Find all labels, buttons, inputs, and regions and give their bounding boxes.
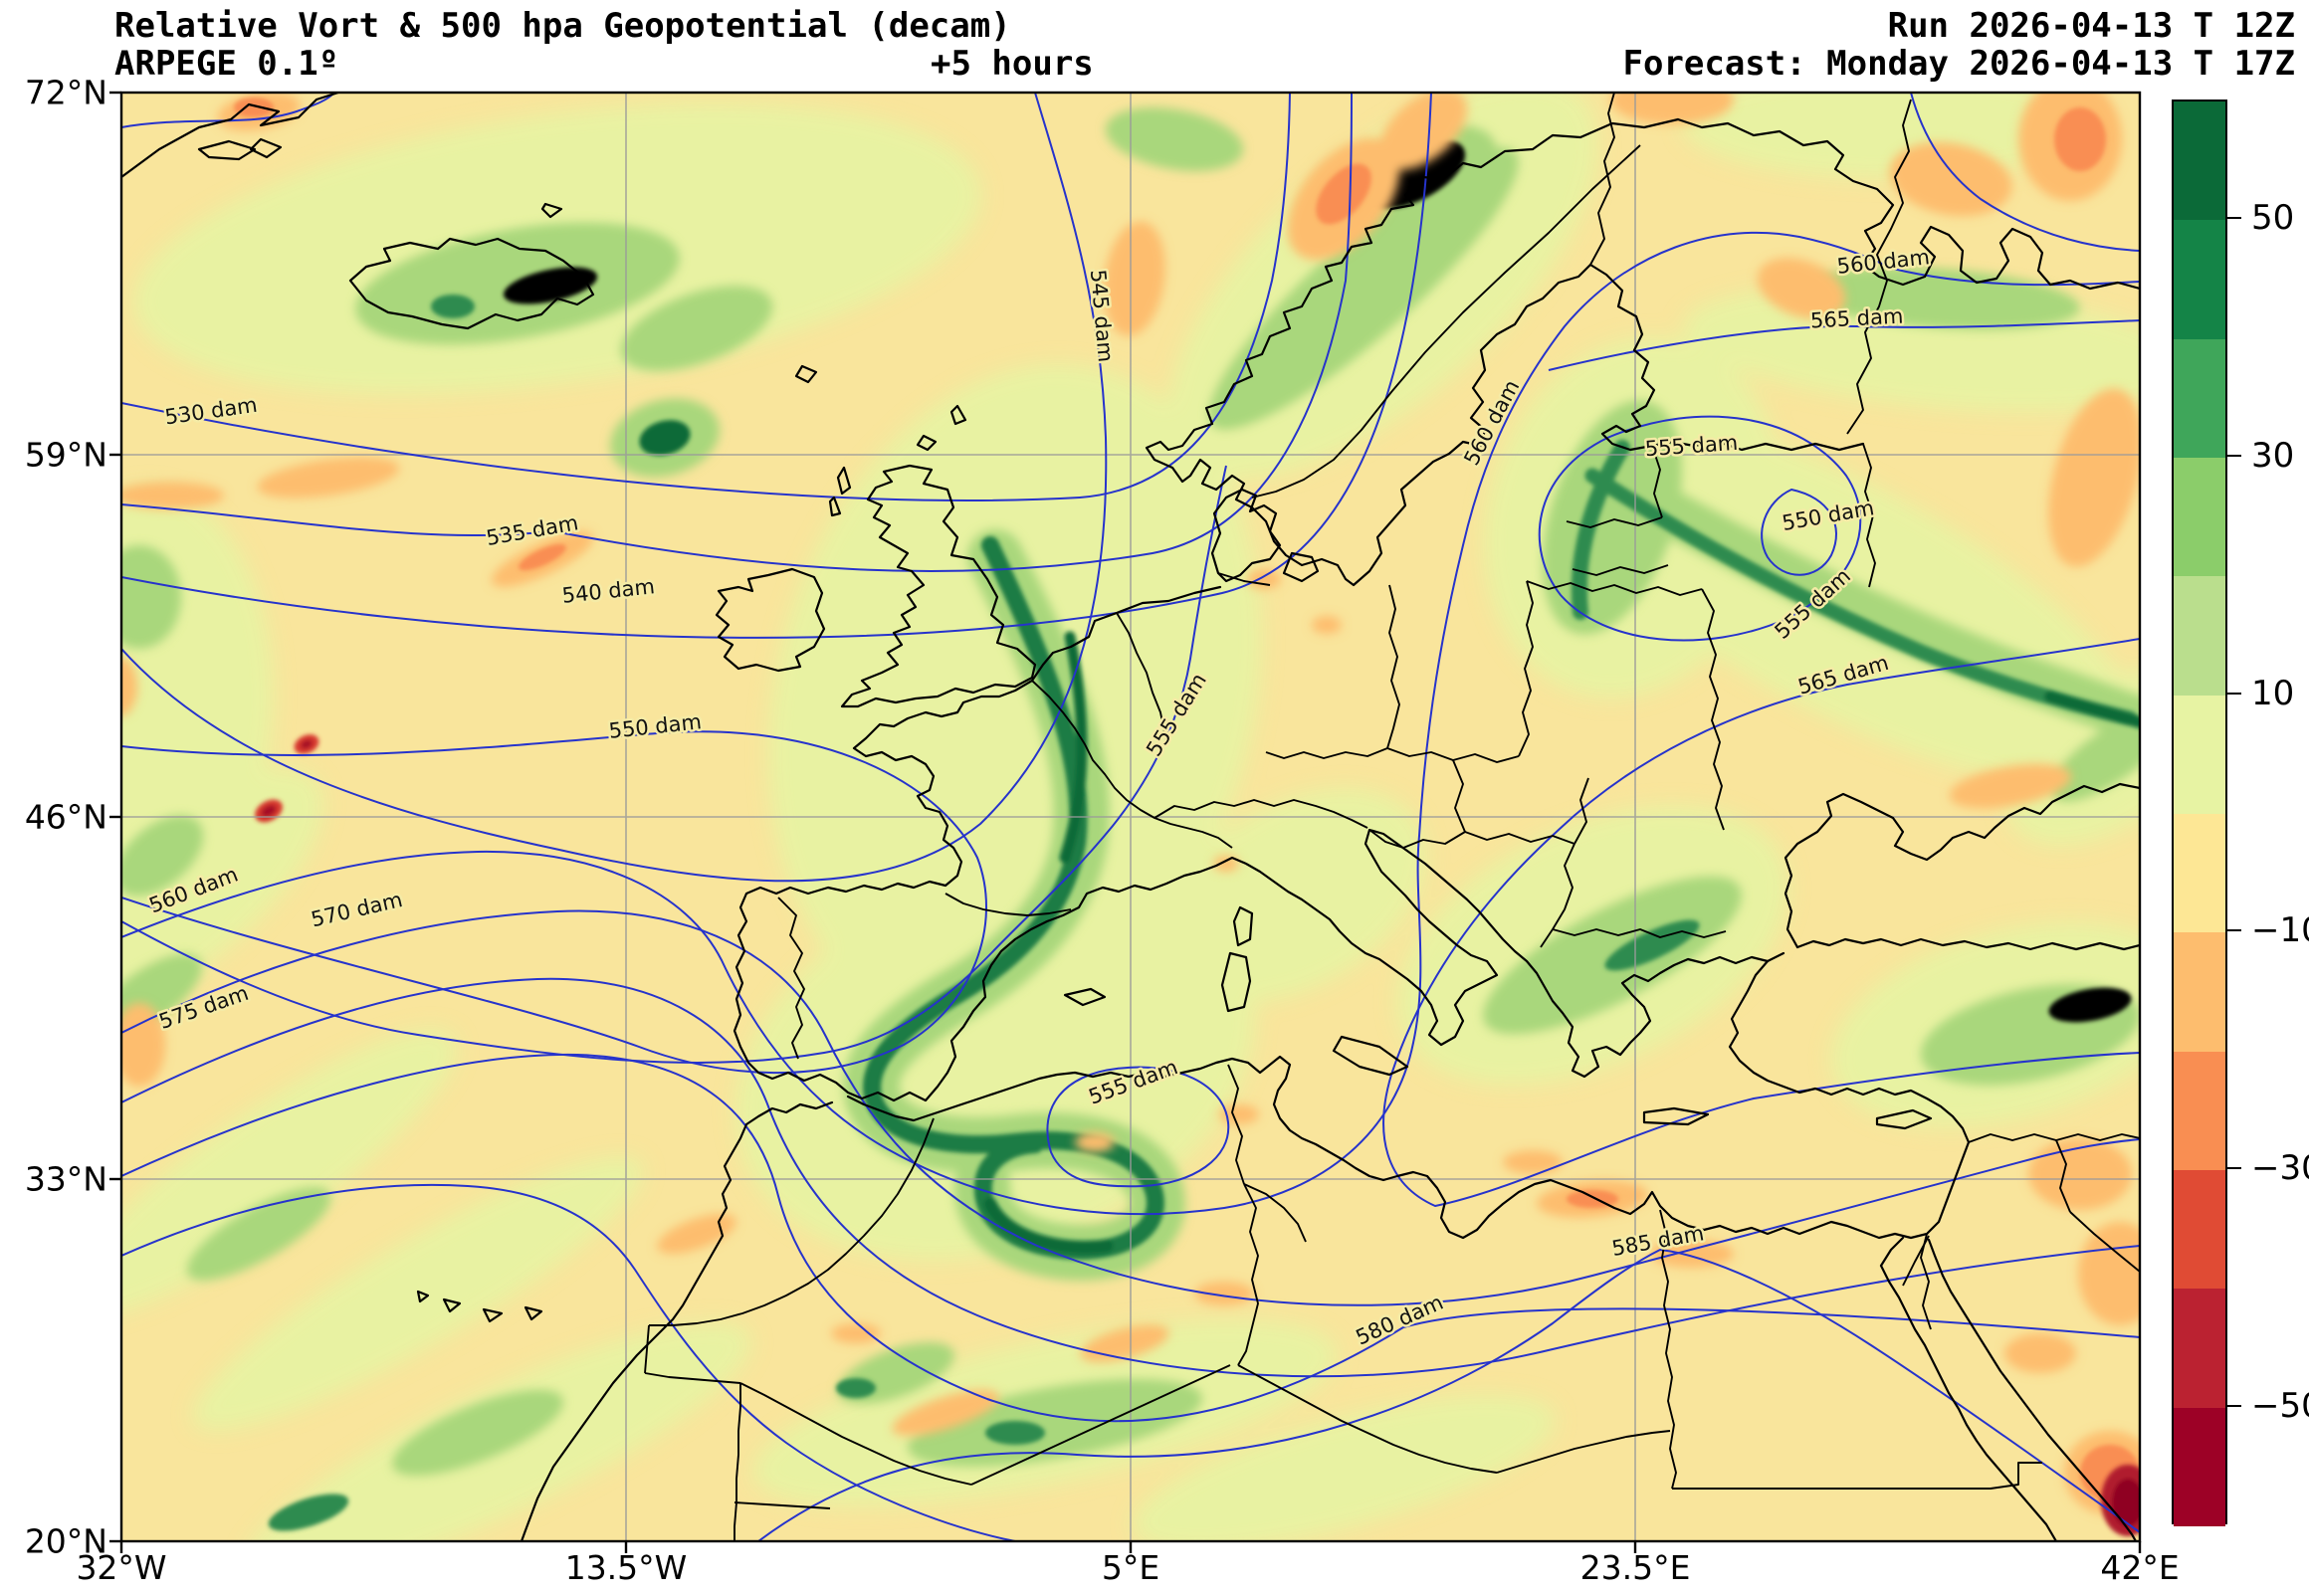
- colorbar-tick-label: −10: [2251, 910, 2309, 951]
- colorbar-segment: [2174, 813, 2225, 933]
- coastlines-layer: [121, 93, 2140, 1541]
- colorbar-segment: [2174, 1289, 2225, 1408]
- colorbar-tick: [2227, 692, 2241, 695]
- y-tick-label: 59°N: [24, 435, 107, 475]
- graticule-gridlines: [121, 93, 2140, 1541]
- geopotential-contours-layer: [121, 93, 2140, 1541]
- country-borders-layer: [644, 93, 2140, 1541]
- colorbar-tick-label: 10: [2251, 673, 2295, 713]
- colorbar-segment: [2174, 695, 2225, 814]
- x-tick-label: 23.5°E: [1579, 1548, 1691, 1587]
- colorbar-tick-label: 50: [2251, 198, 2295, 239]
- colorbar-tick: [2227, 929, 2241, 932]
- chart-title: Relative Vort & 500 hpa Geopotential (de…: [114, 6, 1011, 46]
- colorbar-segment: [2174, 338, 2225, 458]
- colorbar-segment: [2174, 457, 2225, 577]
- colorbar-tick: [2227, 217, 2241, 220]
- lead-time-label: +5 hours: [931, 44, 1094, 84]
- model-label: ARPEGE 0.1º: [114, 44, 339, 84]
- colorbar: [2172, 100, 2227, 1526]
- colorbar-segment: [2174, 576, 2225, 696]
- x-tick-label: 32°W: [76, 1548, 167, 1587]
- vorticity-shading-red-layer: [255, 734, 2140, 1536]
- y-tick-label: 33°N: [24, 1159, 107, 1199]
- colorbar-tick: [2227, 455, 2241, 457]
- colorbar-tick-label: 30: [2251, 436, 2295, 476]
- x-tick-label: 13.5°W: [564, 1548, 688, 1587]
- colorbar-tick-label: −30: [2251, 1148, 2309, 1188]
- axis-ticks: [109, 91, 2142, 1553]
- colorbar-segment: [2174, 1407, 2225, 1526]
- colorbar-segment: [2174, 1051, 2225, 1170]
- colorbar-segment: [2174, 932, 2225, 1052]
- y-tick-label: 46°N: [24, 797, 107, 837]
- y-tick-label: 20°N: [24, 1521, 107, 1561]
- x-tick-label: 5°E: [1101, 1548, 1160, 1587]
- geopotential-contour-label: 565 dam: [1809, 304, 1904, 333]
- colorbar-segment: [2174, 101, 2225, 221]
- vorticity-shading-dark-layer: [268, 139, 2140, 1531]
- colorbar-tick-label: −50: [2251, 1385, 2309, 1426]
- colorbar-tick: [2227, 1167, 2241, 1169]
- colorbar-segment: [2174, 1169, 2225, 1290]
- run-label: Run 2026-04-13 T 12Z: [1887, 6, 2295, 46]
- colorbar-tick: [2227, 1404, 2241, 1407]
- colorbar-segment: [2174, 220, 2225, 339]
- y-tick-label: 72°N: [24, 73, 107, 112]
- x-tick-label: 42°E: [2100, 1548, 2180, 1587]
- forecast-label: Forecast: Monday 2026-04-13 T 17Z: [1622, 44, 2295, 84]
